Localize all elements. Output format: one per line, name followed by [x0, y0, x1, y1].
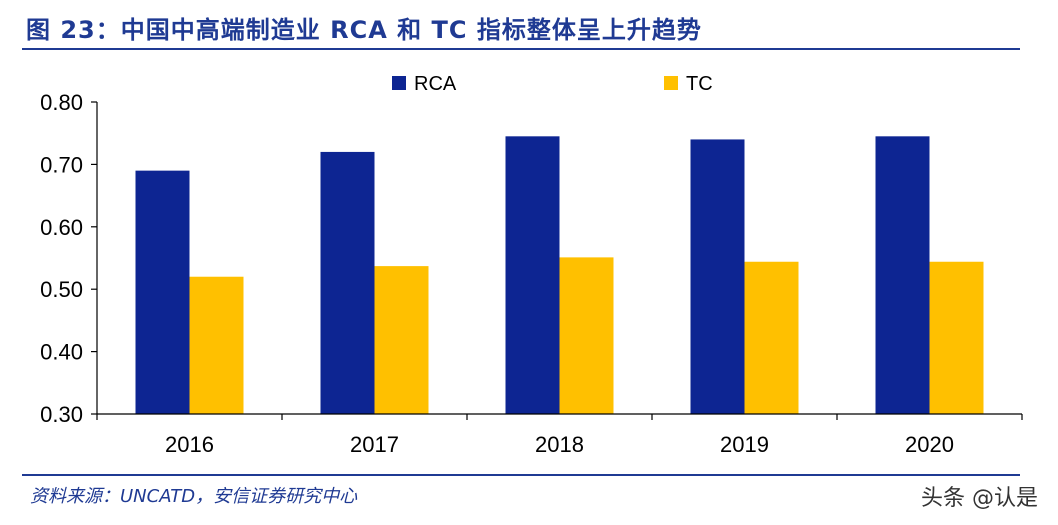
bar-rca-2020 — [875, 136, 930, 414]
bars-group — [135, 136, 984, 415]
y-tick-label: 0.80 — [40, 90, 83, 115]
legend-swatch-tc — [664, 76, 678, 90]
legend-label-rca: RCA — [414, 73, 457, 95]
y-tick-label: 0.70 — [40, 152, 83, 177]
x-tick-label: 2018 — [535, 432, 584, 457]
footer-divider — [22, 474, 1020, 476]
bar-tc-2019 — [744, 261, 799, 414]
bar-tc-2018 — [559, 257, 614, 414]
bar-tc-2020 — [929, 261, 984, 414]
x-tick-label: 2019 — [720, 432, 769, 457]
legend-label-tc: TC — [686, 73, 713, 95]
y-tick-label: 0.40 — [40, 340, 83, 365]
chart-legend: RCA TC — [392, 73, 713, 95]
legend-swatch-rca — [392, 76, 406, 90]
bar-rca-2019 — [690, 139, 745, 414]
y-axis: 0.30 0.40 0.50 0.60 0.70 0.80 — [40, 90, 98, 427]
x-axis: 2016 2017 2018 2019 2020 — [96, 413, 1023, 457]
watermark: 头条 @认是 — [921, 486, 1038, 511]
bar-rca-2018 — [505, 136, 560, 414]
x-tick-label: 2017 — [350, 432, 399, 457]
title-divider — [22, 48, 1020, 50]
bar-rca-2017 — [320, 151, 375, 415]
y-tick-label: 0.60 — [40, 215, 83, 240]
x-tick-label: 2020 — [905, 432, 954, 457]
figure-title: 图 23：中国中高端制造业 RCA 和 TC 指标整体呈上升趋势 — [26, 16, 702, 44]
source-note: 资料来源：UNCATD，安信证券研究中心 — [30, 486, 358, 507]
bar-rca-2016 — [135, 170, 190, 414]
x-tick-label: 2016 — [165, 432, 214, 457]
y-tick-label: 0.30 — [40, 402, 83, 427]
bar-chart: RCA TC 0.300.400.500.600.700.80 2016 2017 2… — [40, 73, 1023, 457]
bar-tc-2016 — [189, 276, 244, 414]
bar-tc-2017 — [374, 266, 429, 414]
y-tick-label: 0.50 — [40, 277, 83, 302]
